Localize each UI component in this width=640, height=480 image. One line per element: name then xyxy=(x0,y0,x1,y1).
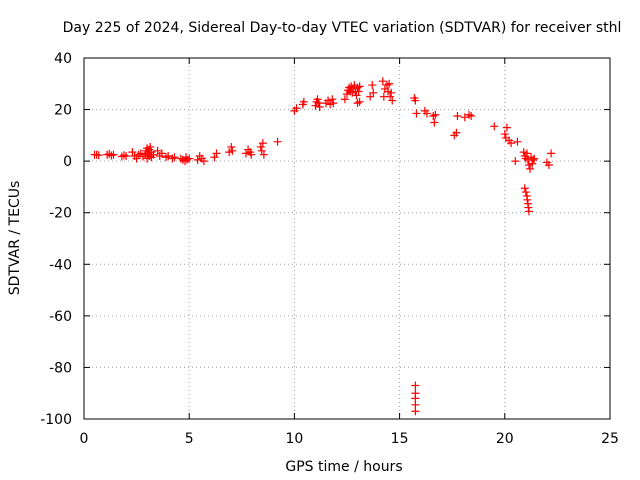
data-point xyxy=(544,161,553,170)
data-point xyxy=(94,151,103,160)
x-axis-label: GPS time / hours xyxy=(285,459,402,475)
data-point xyxy=(411,381,420,390)
data-point xyxy=(500,130,509,139)
data-point xyxy=(227,142,236,151)
data-point xyxy=(547,149,556,158)
x-tick-label: 10 xyxy=(285,431,303,447)
y-tick-label: -60 xyxy=(49,309,72,325)
data-point xyxy=(109,150,118,159)
y-axis: -100 -80 -60 -40 -20 0 20 40 xyxy=(40,51,610,428)
y-axis-label: SDTVAR / TECUs xyxy=(7,181,23,296)
y-tick-label: -40 xyxy=(49,257,72,273)
data-point xyxy=(528,159,537,168)
data-point xyxy=(388,96,397,105)
data-point xyxy=(258,139,267,148)
data-point xyxy=(431,110,440,119)
data-point xyxy=(490,122,499,131)
data-point xyxy=(149,150,158,159)
data-point xyxy=(314,99,323,108)
data-point xyxy=(157,149,166,158)
data-point xyxy=(146,142,155,151)
data-point xyxy=(524,207,533,216)
data-point xyxy=(386,92,395,101)
data-point xyxy=(502,123,511,132)
data-point xyxy=(122,151,131,160)
data-point xyxy=(199,157,208,166)
data-point xyxy=(164,151,173,160)
data-point xyxy=(259,150,268,159)
data-point xyxy=(467,112,476,121)
data-point xyxy=(273,137,282,146)
y-tick-label: -100 xyxy=(40,412,72,428)
data-point xyxy=(522,149,531,158)
x-axis: 0 5 10 15 20 25 xyxy=(80,58,619,447)
data-point xyxy=(521,188,530,197)
y-tick-label: 20 xyxy=(54,103,72,119)
data-series xyxy=(90,77,556,416)
data-point xyxy=(460,113,469,122)
data-point xyxy=(452,128,461,137)
data-point xyxy=(257,146,266,155)
data-point xyxy=(340,95,349,104)
data-point xyxy=(292,104,301,113)
y-tick-label: 0 xyxy=(63,154,72,170)
x-tick-label: 25 xyxy=(601,431,619,447)
data-point xyxy=(412,109,421,118)
x-tick-label: 0 xyxy=(80,431,89,447)
data-point xyxy=(453,112,462,121)
data-point xyxy=(354,87,363,96)
data-point xyxy=(153,146,162,155)
data-point xyxy=(256,142,265,151)
data-point xyxy=(520,184,529,193)
data-point xyxy=(212,149,221,158)
data-point xyxy=(513,137,522,146)
data-point xyxy=(193,155,202,164)
data-point xyxy=(299,97,308,106)
data-point xyxy=(529,155,538,164)
data-point xyxy=(526,164,535,173)
data-point xyxy=(170,153,179,162)
data-point xyxy=(328,95,337,104)
data-point xyxy=(329,99,338,108)
data-point xyxy=(422,109,431,118)
data-point xyxy=(162,153,171,162)
data-point xyxy=(313,95,322,104)
data-point xyxy=(369,88,378,97)
data-point xyxy=(378,77,387,86)
data-point xyxy=(511,157,520,166)
data-point xyxy=(210,153,219,162)
data-point xyxy=(523,195,532,204)
data-point xyxy=(387,88,396,97)
data-point xyxy=(119,151,128,160)
data-point xyxy=(242,149,251,158)
x-tick-label: 5 xyxy=(185,431,194,447)
data-point xyxy=(411,96,420,105)
data-point xyxy=(228,146,237,155)
data-point xyxy=(315,102,324,111)
y-tick-label: 40 xyxy=(54,51,72,67)
y-tick-label: -20 xyxy=(49,206,72,222)
data-point xyxy=(382,81,391,90)
plot-area xyxy=(83,57,611,420)
data-point xyxy=(507,139,516,148)
data-point xyxy=(353,99,362,108)
data-point xyxy=(430,118,439,127)
data-point xyxy=(355,97,364,106)
data-point xyxy=(185,154,194,163)
data-point xyxy=(411,407,420,416)
data-point xyxy=(247,150,256,159)
data-point xyxy=(107,151,116,160)
chart-title: Day 225 of 2024, Sidereal Day-to-day VTE… xyxy=(63,20,622,36)
data-point xyxy=(530,154,539,163)
data-point xyxy=(105,149,114,158)
x-tick-label: 15 xyxy=(391,431,409,447)
data-point xyxy=(385,79,394,88)
y-tick-label: -80 xyxy=(49,360,72,376)
data-point xyxy=(524,203,533,212)
grid-lines xyxy=(84,58,610,419)
x-tick-label: 20 xyxy=(496,431,514,447)
data-point xyxy=(355,82,364,91)
data-point xyxy=(368,81,377,90)
